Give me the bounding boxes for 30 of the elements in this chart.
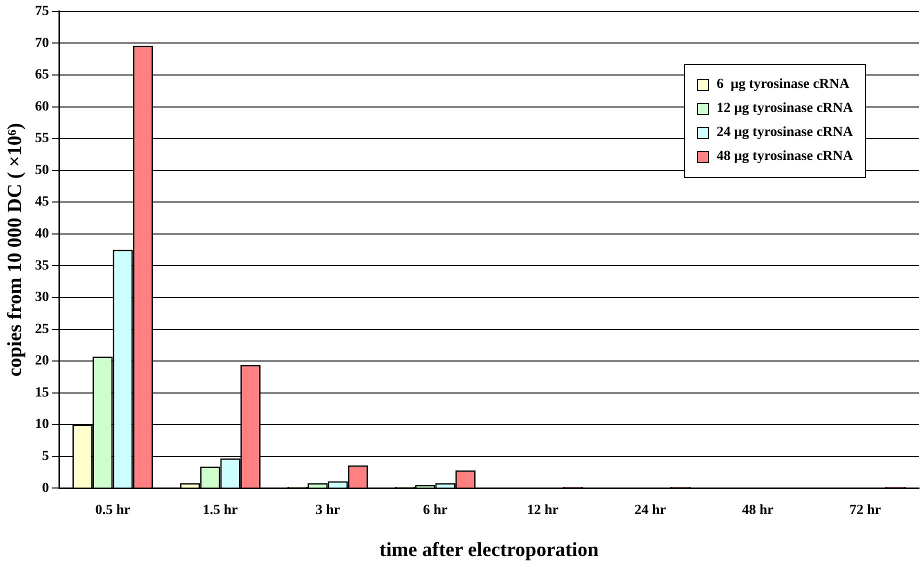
y-tick-label: 70 — [35, 36, 49, 51]
y-tick-label: 65 — [35, 68, 49, 83]
y-tick-label: 0 — [42, 480, 49, 496]
y-tick-label: 75 — [35, 4, 49, 20]
y-tick-label: 10 — [35, 417, 49, 432]
x-tick-label: 1.5 hr — [202, 503, 238, 518]
y-axis-title: copies from 10 000 DC ( ×10⁶) — [4, 122, 26, 377]
x-tick-label: 12 hr — [527, 503, 558, 518]
y-tick-label: 50 — [35, 162, 49, 178]
y-tick-label: 30 — [35, 290, 49, 306]
y-tick-label: 20 — [35, 354, 49, 369]
y-tick-label: 35 — [35, 258, 49, 274]
y-tick-label: 55 — [35, 131, 49, 146]
x-tick-label: 0.5 hr — [95, 503, 130, 518]
y-tick-label: 25 — [35, 322, 49, 337]
y-tick-label: 60 — [35, 99, 49, 114]
y-tick-label: 5 — [42, 449, 49, 464]
y-tick-label: 40 — [35, 226, 49, 242]
x-tick-label: 48 hr — [742, 503, 774, 518]
x-tick-label: 24 hr — [634, 503, 666, 518]
legend-label: 12 μg tyrosinase cRNA — [716, 101, 853, 117]
legend-label: 6 μg tyrosinase cRNA — [716, 77, 850, 93]
legend-label: 24 μg tyrosinase cRNA — [716, 125, 853, 141]
x-tick-label: 6 hr — [423, 503, 448, 518]
x-tick-label: 72 hr — [850, 503, 881, 518]
x-axis-title: time after electroporation — [379, 539, 599, 562]
y-tick-label: 45 — [35, 194, 49, 210]
y-tick-label: 15 — [35, 385, 49, 400]
legend-label: 48 μg tyrosinase cRNA — [716, 149, 853, 165]
x-tick-label: 3 hr — [316, 503, 340, 518]
